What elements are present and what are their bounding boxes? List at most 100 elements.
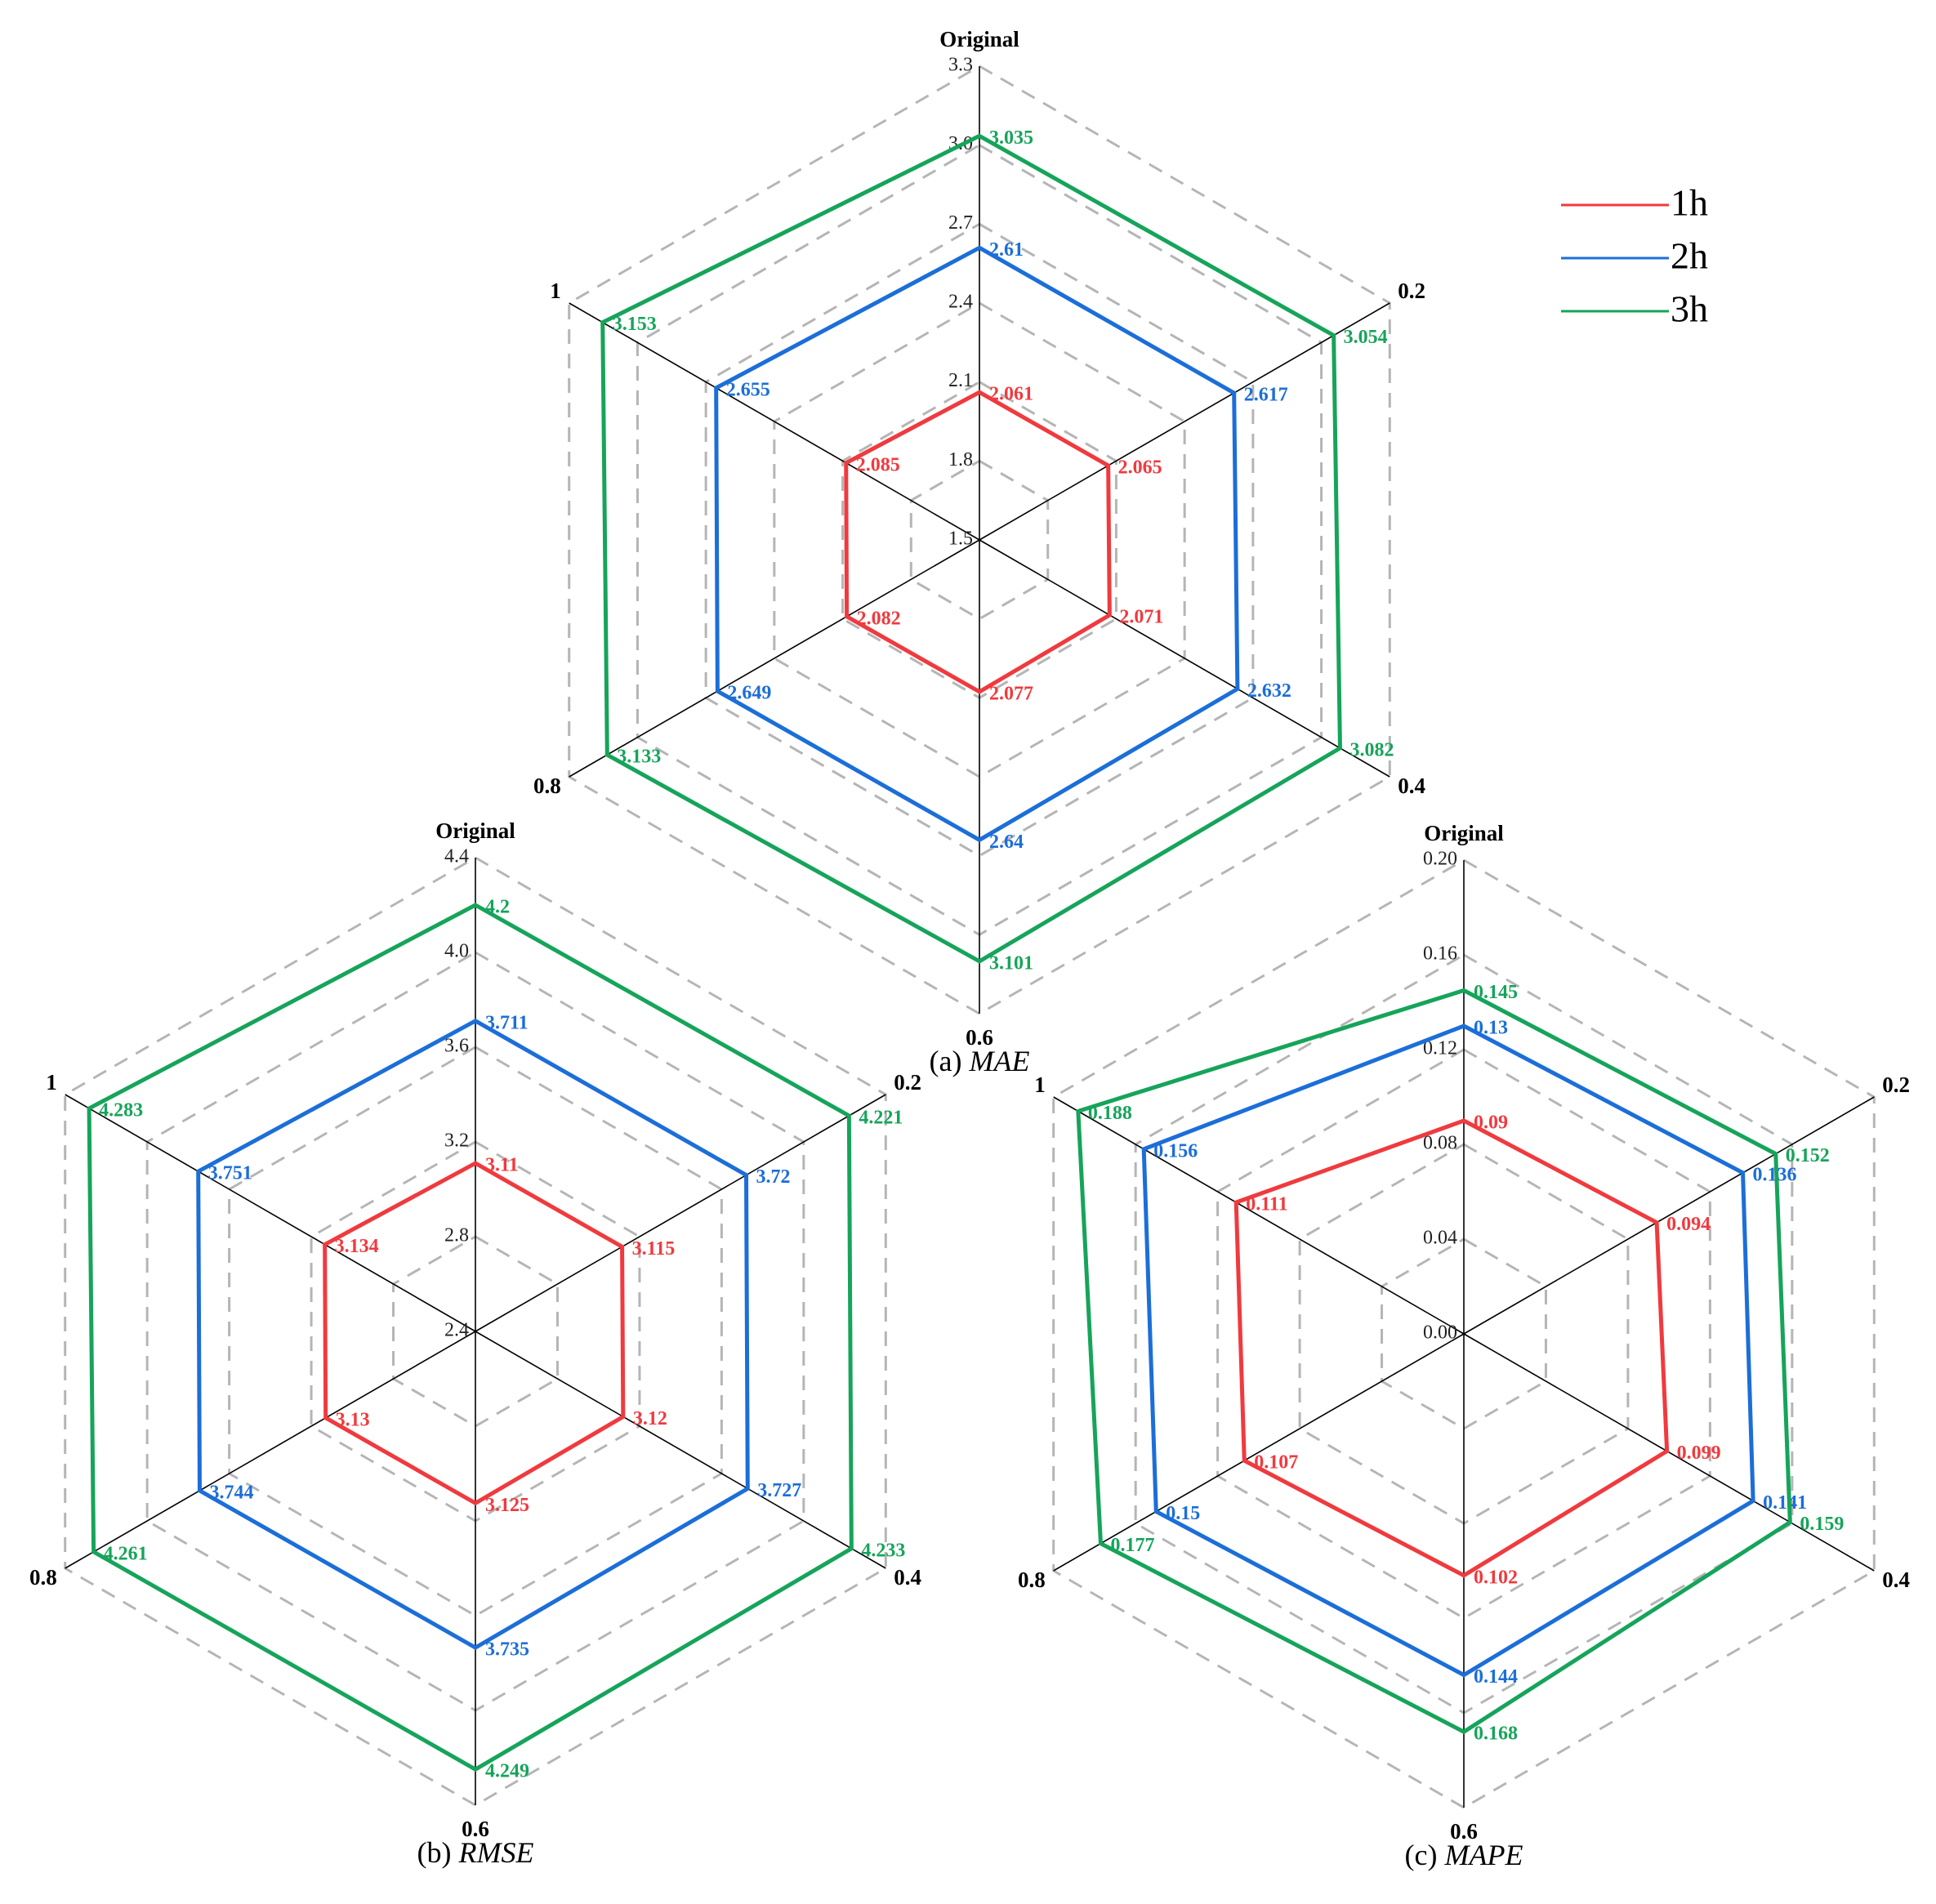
- value-label: 3.11: [485, 1155, 519, 1176]
- radar-chart: Original 0.2 0.4 0.6 0.8 1 1.5 1.8 2.1 2.4 2.7 3.03…: [533, 27, 1708, 1077]
- value-label: 3.101: [989, 952, 1033, 974]
- axis-spoke: [475, 1094, 886, 1332]
- value-label: 0.102: [1474, 1567, 1518, 1588]
- axis-spoke: [65, 1094, 476, 1332]
- category-label: 0.2: [1882, 1072, 1910, 1097]
- tick-label: 2.1: [948, 370, 973, 391]
- value-label: 4.261: [104, 1543, 148, 1564]
- value-label: 0.13: [1474, 1018, 1508, 1039]
- value-label: 2.649: [727, 683, 771, 704]
- value-label: 2.071: [1119, 606, 1163, 627]
- value-label: 0.094: [1666, 1214, 1711, 1235]
- category-label: 0.6: [1450, 1819, 1478, 1844]
- axis-spoke: [979, 302, 1390, 541]
- category-label: 1: [46, 1070, 57, 1095]
- category-label: 1: [1034, 1072, 1046, 1097]
- tick-label: 4.4: [444, 846, 469, 867]
- value-label: 3.035: [989, 127, 1033, 149]
- category-label: 0.8: [533, 774, 561, 798]
- series-line: [196, 1018, 750, 1651]
- category-label: 0.4: [1398, 774, 1425, 798]
- axis-spoke: [475, 1331, 886, 1569]
- tick-label: 2.7: [948, 212, 973, 234]
- value-label: 0.152: [1786, 1145, 1830, 1166]
- category-label: Original: [939, 27, 1019, 51]
- caption-panel: (b): [417, 1836, 452, 1869]
- value-label: 3.744: [209, 1482, 253, 1503]
- value-label: 3.054: [1344, 327, 1388, 348]
- value-label: 2.655: [726, 379, 770, 400]
- value-label: 0.141: [1763, 1492, 1807, 1514]
- radar-chart: Original0.20.40.60.810.000.040.080.120.1…: [1018, 821, 1910, 1871]
- tick-label: 3.3: [948, 55, 973, 76]
- series-line: [87, 903, 854, 1772]
- value-label: 2.64: [989, 832, 1024, 853]
- category-label: 0.8: [1018, 1567, 1046, 1592]
- value-label: 3.12: [633, 1408, 667, 1429]
- axis-spoke: [569, 539, 980, 778]
- radar-chart: Original 0.2 0.4 0.6 0.8 1 2.4 2.8 3.2 3.6 4.0 4.4 3…: [29, 818, 921, 1869]
- category-label: 0.2: [1398, 279, 1425, 303]
- value-label: 3.125: [485, 1495, 529, 1516]
- axis-spoke: [1053, 1333, 1465, 1572]
- series-line: [600, 133, 1342, 964]
- tick-label: 0.04: [1423, 1228, 1457, 1249]
- value-label: 0.145: [1474, 982, 1518, 1003]
- value-label: 4.2: [485, 897, 510, 918]
- value-label: 2.082: [857, 608, 901, 629]
- axis-spoke: [1053, 1096, 1465, 1335]
- category-label: 0.6: [462, 1817, 489, 1841]
- category-label: 0.8: [29, 1565, 57, 1590]
- value-label: 4.283: [99, 1099, 143, 1121]
- value-label: 0.177: [1110, 1535, 1154, 1556]
- series-line: [1141, 1023, 1755, 1678]
- value-label: 2.065: [1118, 457, 1162, 478]
- value-label: 0.111: [1246, 1194, 1287, 1215]
- legend-label: 2h: [1671, 235, 1708, 277]
- category-label: 1: [550, 279, 561, 303]
- value-label: 4.221: [859, 1107, 903, 1128]
- tick-label: 3.6: [444, 1036, 469, 1057]
- series-line: [1076, 988, 1792, 1735]
- tick-label: 0.00: [1423, 1322, 1457, 1344]
- tick-label: 4.0: [444, 941, 469, 962]
- value-label: 0.09: [1474, 1113, 1508, 1134]
- caption-title: MAE: [969, 1045, 1030, 1077]
- value-label: 2.085: [856, 454, 900, 475]
- value-label: 4.249: [485, 1761, 529, 1782]
- category-label: Original: [1424, 821, 1504, 845]
- value-label: 0.159: [1800, 1514, 1844, 1535]
- value-label: 0.156: [1153, 1140, 1198, 1162]
- value-label: 3.153: [613, 314, 657, 335]
- tick-label: 1.5: [948, 528, 973, 550]
- series-line: [1233, 1118, 1670, 1578]
- value-label: 3.133: [617, 747, 661, 768]
- category-label: 0.4: [1882, 1567, 1910, 1592]
- tick-label: 1.8: [948, 449, 973, 470]
- tick-label: 2.4: [444, 1320, 469, 1341]
- value-label: 3.115: [632, 1238, 676, 1260]
- caption: (b) RMSE: [417, 1836, 534, 1869]
- caption-panel: (a): [930, 1045, 962, 1077]
- legend-label: 3h: [1671, 288, 1708, 330]
- category-label: 0.2: [894, 1070, 921, 1095]
- value-label: 3.751: [208, 1163, 252, 1184]
- tick-label: 0.08: [1423, 1133, 1457, 1154]
- caption: (a) MAE: [930, 1045, 1030, 1077]
- series-line: [844, 390, 1112, 694]
- value-label: 0.15: [1166, 1503, 1200, 1524]
- legend-label: 1h: [1671, 182, 1708, 224]
- value-label: 3.72: [756, 1166, 791, 1188]
- value-label: 3.082: [1349, 739, 1394, 760]
- tick-label: 0.20: [1423, 849, 1457, 870]
- value-label: 2.077: [989, 683, 1033, 704]
- value-label: 4.233: [861, 1540, 905, 1561]
- value-label: 3.13: [336, 1409, 370, 1430]
- axis-spoke: [979, 539, 1390, 778]
- caption-title: RMSE: [458, 1836, 534, 1869]
- tick-label: 2.4: [948, 292, 973, 313]
- axis-spoke: [65, 1331, 476, 1569]
- value-label: 0.168: [1474, 1723, 1518, 1745]
- value-label: 0.107: [1254, 1452, 1298, 1474]
